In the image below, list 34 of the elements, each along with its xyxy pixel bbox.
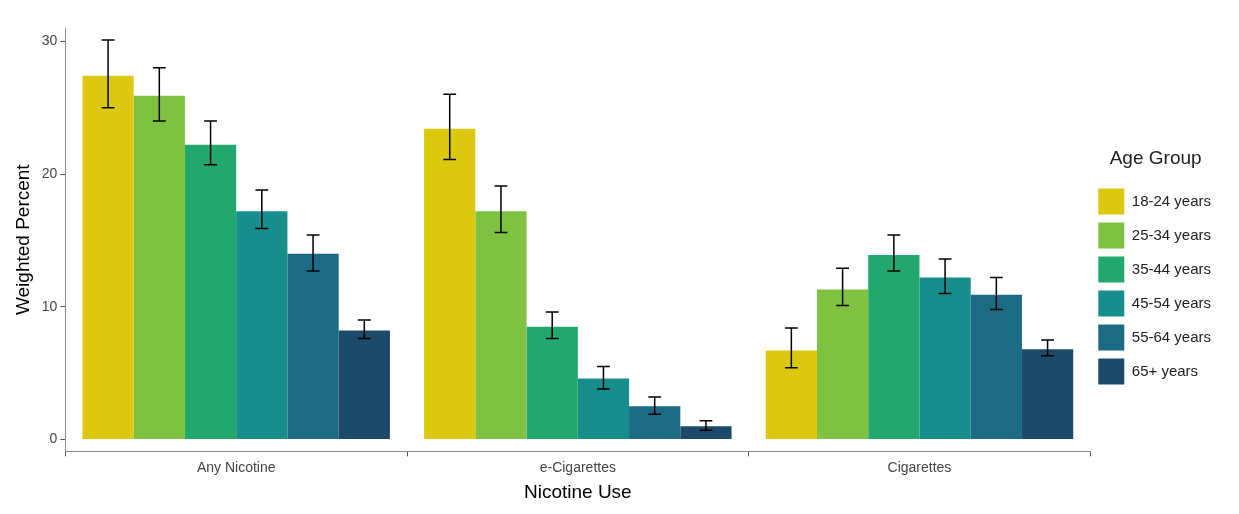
legend-title: Age Group: [1109, 147, 1202, 169]
bar: [680, 426, 732, 439]
y-tick-label: 20: [41, 164, 58, 181]
bar: [816, 289, 869, 439]
bar: [765, 350, 817, 439]
bar: [919, 277, 971, 439]
bar: [868, 254, 920, 439]
bar: [1021, 349, 1074, 439]
bar: [970, 294, 1022, 439]
bar: [287, 253, 339, 439]
legend-label: 65+ years: [1131, 361, 1199, 379]
y-tick-label: 30: [41, 32, 58, 49]
x-axis-title: Nicotine Use: [523, 480, 632, 502]
legend-label: 45-54 years: [1131, 293, 1212, 311]
bar: [475, 211, 527, 439]
bar: [424, 128, 476, 439]
x-tick-label: Any Nicotine: [196, 458, 276, 475]
x-tick-label: e-Cigarettes: [539, 458, 616, 475]
bar: [82, 75, 134, 439]
y-tick-label: 10: [41, 297, 58, 314]
y-axis-title: Weighted Percent: [11, 163, 33, 316]
bar: [184, 144, 237, 439]
x-tick-label: Cigarettes: [887, 458, 952, 475]
y-tick-label: 0: [49, 430, 58, 447]
legend-label: 55-64 years: [1131, 327, 1212, 345]
legend-label: 35-44 years: [1131, 259, 1212, 277]
bar: [338, 330, 390, 439]
legend-label: 25-34 years: [1131, 225, 1212, 243]
bar: [577, 378, 630, 439]
legend-label: 18-24 years: [1131, 191, 1212, 209]
bar: [629, 406, 681, 439]
bar: [133, 95, 185, 439]
bar: [236, 211, 288, 439]
bar: [526, 326, 578, 439]
